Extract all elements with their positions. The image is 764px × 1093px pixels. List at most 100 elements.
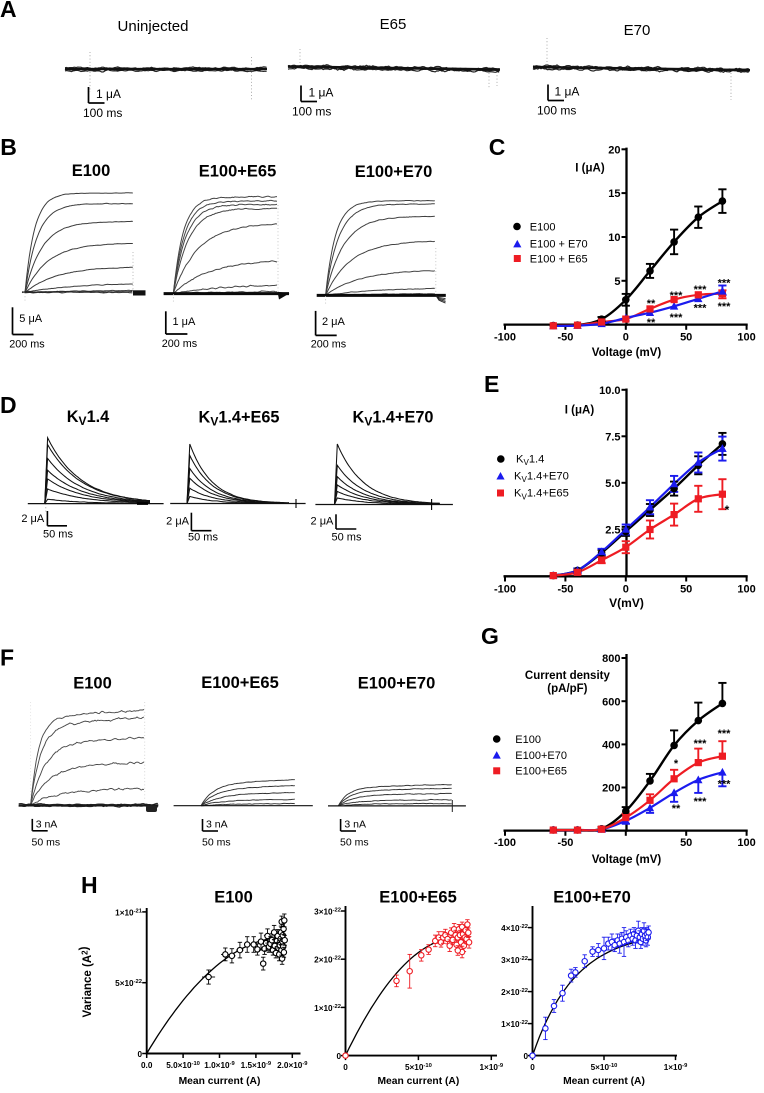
- svg-text:E100 + E70: E100 + E70: [530, 239, 588, 251]
- svg-text:200 ms: 200 ms: [9, 339, 45, 351]
- svg-text:***: ***: [718, 779, 732, 791]
- svg-text:200: 200: [602, 783, 620, 795]
- svg-text:2×10-22: 2×10-22: [314, 956, 341, 965]
- svg-text:Variance (A2): Variance (A2): [79, 946, 95, 1017]
- svg-text:50: 50: [680, 332, 692, 344]
- svg-text:5×10-22: 5×10-22: [115, 979, 142, 988]
- svg-text:3 nA: 3 nA: [36, 819, 58, 831]
- svg-text:KV1.4: KV1.4: [67, 408, 109, 428]
- svg-text:10: 10: [608, 232, 620, 244]
- svg-text:1.0×10-9: 1.0×10-9: [204, 1061, 235, 1070]
- svg-text:A: A: [0, 0, 17, 22]
- svg-text:E100+E70: E100+E70: [358, 675, 436, 693]
- svg-text:KV1.4+E70: KV1.4+E70: [514, 470, 569, 484]
- svg-text:1.5×10-9: 1.5×10-9: [241, 1061, 272, 1070]
- svg-text:-50: -50: [557, 332, 573, 344]
- svg-text:E65: E65: [380, 16, 407, 33]
- svg-text:0: 0: [623, 332, 629, 344]
- svg-text:Mean current (A): Mean current (A): [377, 1076, 459, 1087]
- svg-text:3 nA: 3 nA: [206, 819, 228, 831]
- svg-text:2 μA: 2 μA: [21, 513, 45, 525]
- svg-text:D: D: [0, 392, 17, 418]
- svg-text:800: 800: [602, 653, 620, 665]
- svg-text:3 nA: 3 nA: [344, 819, 366, 831]
- svg-text:*: *: [674, 758, 679, 770]
- svg-text:Voltage (mV): Voltage (mV): [592, 854, 662, 866]
- svg-text:E100+E65: E100+E65: [201, 674, 279, 692]
- svg-text:100 ms: 100 ms: [83, 106, 122, 120]
- svg-text:E100+E65: E100+E65: [379, 889, 457, 907]
- svg-text:E100+E70: E100+E70: [515, 750, 567, 762]
- svg-text:0: 0: [623, 583, 629, 595]
- svg-text:***: ***: [694, 303, 708, 315]
- svg-text:1×10-9: 1×10-9: [479, 1063, 503, 1072]
- svg-text:-100: -100: [494, 332, 516, 344]
- svg-text:50 ms: 50 ms: [188, 532, 218, 544]
- svg-text:50 ms: 50 ms: [202, 837, 231, 849]
- svg-text:Current density: Current density: [525, 670, 611, 682]
- svg-text:5.0: 5.0: [605, 478, 620, 490]
- svg-text:Uninjected: Uninjected: [118, 18, 189, 35]
- svg-text:***: ***: [694, 796, 708, 808]
- svg-text:0: 0: [336, 1052, 341, 1061]
- svg-text:KV1.4+E70: KV1.4+E70: [353, 408, 434, 428]
- svg-text:***: ***: [718, 728, 732, 740]
- svg-text:E100 + E65: E100 + E65: [530, 253, 588, 265]
- svg-text:50: 50: [680, 837, 692, 849]
- svg-text:15: 15: [608, 188, 620, 200]
- svg-text:2 μA: 2 μA: [311, 516, 335, 528]
- svg-text:E: E: [484, 371, 499, 397]
- svg-text:E100+E65: E100+E65: [199, 163, 277, 181]
- svg-text:***: ***: [670, 290, 684, 302]
- svg-text:2 μA: 2 μA: [322, 316, 346, 328]
- svg-text:G: G: [481, 623, 499, 649]
- svg-text:0: 0: [343, 1063, 348, 1072]
- svg-text:50: 50: [680, 583, 692, 595]
- svg-text:0.0: 0.0: [141, 1061, 153, 1070]
- svg-text:200 ms: 200 ms: [311, 339, 347, 351]
- svg-text:1×10-22: 1×10-22: [501, 1020, 528, 1029]
- svg-text:I (μA): I (μA): [575, 163, 605, 175]
- svg-text:V(mV): V(mV): [609, 596, 644, 610]
- svg-text:1×10-21: 1×10-21: [115, 908, 143, 917]
- svg-text:I (μA): I (μA): [565, 405, 595, 417]
- svg-text:2.5: 2.5: [605, 524, 620, 536]
- svg-text:***: ***: [718, 301, 732, 313]
- svg-text:KV1.4+E65: KV1.4+E65: [514, 488, 569, 502]
- svg-text:100: 100: [737, 837, 755, 849]
- svg-text:**: **: [672, 803, 681, 815]
- svg-text:100 ms: 100 ms: [537, 104, 576, 118]
- svg-text:50 ms: 50 ms: [43, 528, 73, 540]
- svg-text:100: 100: [737, 583, 755, 595]
- svg-text:0: 0: [137, 1050, 142, 1059]
- svg-text:E100: E100: [214, 889, 253, 907]
- svg-text:F: F: [0, 645, 14, 671]
- svg-text:100 ms: 100 ms: [292, 105, 331, 119]
- svg-text:1 μA: 1 μA: [309, 86, 334, 100]
- svg-text:50 ms: 50 ms: [340, 837, 369, 849]
- svg-text:C: C: [489, 134, 506, 160]
- svg-text:400: 400: [602, 740, 620, 752]
- svg-text:***: ***: [718, 278, 732, 290]
- svg-text:**: **: [647, 298, 656, 310]
- svg-text:-100: -100: [494, 837, 516, 849]
- svg-text:100: 100: [737, 332, 755, 344]
- svg-text:5.0×10-10: 5.0×10-10: [166, 1061, 200, 1070]
- svg-text:7.5: 7.5: [605, 431, 620, 443]
- svg-text:***: ***: [694, 738, 708, 750]
- svg-text:50 ms: 50 ms: [332, 532, 362, 544]
- svg-text:Voltage (mV): Voltage (mV): [592, 347, 662, 359]
- svg-text:E100: E100: [73, 675, 112, 693]
- svg-text:-100: -100: [494, 583, 516, 595]
- svg-text:E100: E100: [515, 734, 541, 746]
- svg-text:E100: E100: [72, 162, 111, 180]
- svg-text:5: 5: [614, 276, 620, 288]
- svg-text:2 μA: 2 μA: [166, 516, 190, 528]
- svg-text:20: 20: [608, 144, 620, 156]
- svg-text:*: *: [725, 503, 730, 517]
- svg-text:3×10-22: 3×10-22: [314, 908, 341, 917]
- svg-text:***: ***: [694, 284, 708, 296]
- svg-text:B: B: [0, 134, 17, 160]
- svg-text:Mean current (A): Mean current (A): [563, 1076, 645, 1087]
- svg-text:1×10-22: 1×10-22: [314, 1004, 341, 1013]
